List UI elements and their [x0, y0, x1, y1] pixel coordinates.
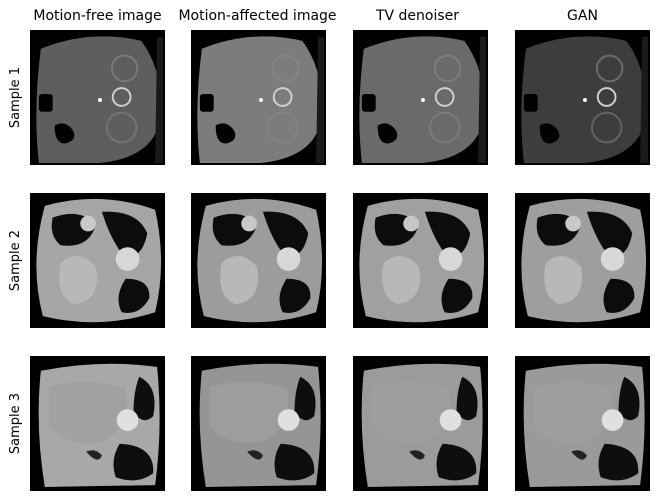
column-title-tv-denoiser: TV denoiser [340, 8, 495, 28]
ct-image-sample-3-motion-free-image [30, 356, 165, 491]
column-title-gan: GAN [505, 8, 659, 28]
ct-image-sample-2-gan [515, 193, 650, 328]
column-title-motion-affected: Motion-affected image [170, 8, 345, 28]
ct-image-sample-2-motion-free-image [30, 193, 165, 328]
ct-image-sample-1-gan [515, 30, 650, 165]
ct-image-sample-2-tv-denoiser [353, 193, 488, 328]
ct-image-sample-3-tv-denoiser [353, 356, 488, 491]
column-title-motion-free: Motion-free image [20, 8, 175, 28]
ct-image-sample-1-motion-affected-image [191, 30, 326, 165]
ct-image-sample-3-motion-affected-image [191, 356, 326, 491]
row-label-sample-1: Sample 1 [6, 30, 26, 165]
ct-image-sample-1-tv-denoiser [353, 30, 488, 165]
row-label-sample-2: Sample 2 [6, 193, 26, 328]
ct-image-sample-3-gan [515, 356, 650, 491]
ct-image-sample-2-motion-affected-image [191, 193, 326, 328]
row-label-sample-3: Sample 3 [6, 356, 26, 491]
ct-image-sample-1-motion-free-image [30, 30, 165, 165]
